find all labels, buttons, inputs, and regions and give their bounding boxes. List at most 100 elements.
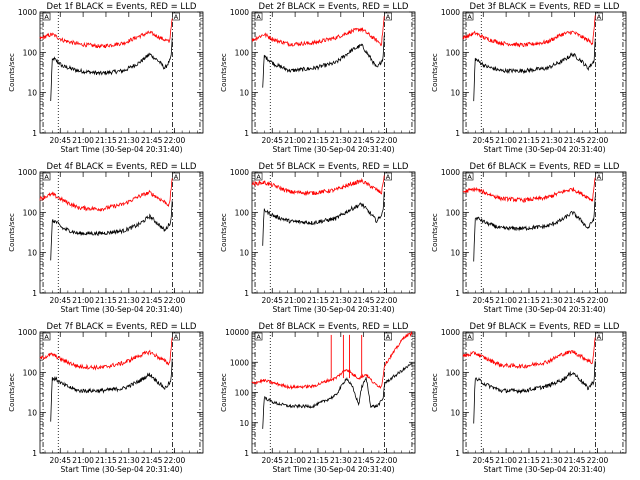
subplot-5: Det 5f BLACK = Events, RED = LLD 1 10 100 10… <box>220 162 416 314</box>
x-tick-label: 21:45 <box>141 136 163 145</box>
y-axis-label: Counts/sec <box>220 53 228 92</box>
series-black <box>262 191 385 246</box>
x-tick-label: 21:45 <box>141 296 163 305</box>
y-tick-label: 10 <box>450 249 460 258</box>
y-axis-label: Counts/sec <box>220 373 228 412</box>
x-tick-label: 21:30 <box>541 136 563 145</box>
x-axis-label: Start Time (30-Sep-04 20:31:40) <box>61 305 183 314</box>
x-tick-label: 21:00 <box>284 456 306 465</box>
flag-label: A <box>597 13 602 21</box>
x-tick-label: 21:15 <box>518 136 540 145</box>
y-tick-label: 100 <box>446 48 461 57</box>
y-tick-label: 100 <box>235 208 250 217</box>
y-tick-label: 1 <box>244 449 249 458</box>
y-tick-label: 100 <box>235 389 250 398</box>
x-tick-label: 21:30 <box>330 136 352 145</box>
flag-label: A <box>467 13 472 21</box>
subplot-title: Det 3f BLACK = Events, RED = LLD <box>470 2 620 12</box>
series-black <box>50 37 173 102</box>
x-tick-label: 20:45 <box>472 136 494 145</box>
flag-box <box>254 12 263 21</box>
plot-frame <box>39 331 204 454</box>
flag-box <box>465 332 474 341</box>
x-axis-label: Start Time (30-Sep-04 20:31:40) <box>484 305 606 314</box>
series-red <box>462 337 596 370</box>
subplot-title: Det 5f BLACK = Events, RED = LLD <box>259 162 409 172</box>
x-tick-label: 22:00 <box>587 136 609 145</box>
y-tick-label: 10 <box>27 249 37 258</box>
flag-label: A <box>44 173 49 181</box>
y-tick-label: 1000 <box>230 168 249 177</box>
flag-box <box>42 332 51 341</box>
y-tick-label: 100 <box>23 368 38 377</box>
y-tick-label: 1000 <box>18 168 37 177</box>
x-tick-label: 21:00 <box>72 456 94 465</box>
x-axis-label: Start Time (30-Sep-04 20:31:40) <box>61 465 183 474</box>
x-tick-label: 22:00 <box>376 136 398 145</box>
flag-box <box>595 172 603 181</box>
plot-frame <box>251 171 416 294</box>
flag-box <box>465 12 474 21</box>
plot-frame <box>462 171 627 294</box>
y-tick-label: 1 <box>32 449 37 458</box>
plot-frame <box>462 11 627 134</box>
flag-label: A <box>386 173 391 181</box>
x-tick-label: 21:00 <box>495 296 517 305</box>
flag-label: A <box>256 333 261 341</box>
subplot-title: Det 4f BLACK = Events, RED = LLD <box>47 162 197 172</box>
y-tick-label: 1000 <box>230 8 249 17</box>
series-red <box>251 16 385 48</box>
x-tick-label: 21:15 <box>518 296 540 305</box>
x-tick-label: 20:45 <box>49 296 71 305</box>
x-tick-label: 21:45 <box>564 296 586 305</box>
series-black <box>50 200 173 261</box>
flag-label: A <box>467 173 472 181</box>
y-tick-label: 1 <box>455 129 460 138</box>
x-tick-label: 22:00 <box>376 296 398 305</box>
flag-label: A <box>467 333 472 341</box>
x-tick-label: 21:15 <box>95 456 117 465</box>
y-tick-label: 10 <box>450 409 460 418</box>
y-tick-label: 10 <box>27 409 37 418</box>
y-tick-label: 1000 <box>441 168 460 177</box>
x-tick-label: 21:30 <box>118 456 140 465</box>
flag-box <box>384 172 392 181</box>
x-tick-label: 21:00 <box>495 456 517 465</box>
y-tick-label: 10 <box>239 89 249 98</box>
subplot-title: Det 2f BLACK = Events, RED = LLD <box>259 2 409 12</box>
subplot-title: Det 6f BLACK = Events, RED = LLD <box>470 162 620 172</box>
x-tick-label: 21:15 <box>95 296 117 305</box>
flag-label: A <box>256 13 261 21</box>
x-tick-label: 21:30 <box>118 136 140 145</box>
y-tick-label: 1000 <box>18 328 37 337</box>
y-tick-label: 1 <box>455 449 460 458</box>
flag-label: A <box>44 333 49 341</box>
x-axis-label: Start Time (30-Sep-04 20:31:40) <box>273 145 395 154</box>
subplot-3: Det 3f BLACK = Events, RED = LLD 1 10 100 10… <box>431 2 627 154</box>
x-tick-label: 20:45 <box>261 136 283 145</box>
y-tick-label: 10 <box>27 89 37 98</box>
flag-label: A <box>174 13 179 21</box>
series-black <box>473 360 596 424</box>
subplot-2: Det 2f BLACK = Events, RED = LLD 1 10 100 10… <box>220 2 416 154</box>
y-tick-label: 10000 <box>225 328 249 337</box>
x-tick-label: 21:45 <box>353 296 375 305</box>
flag-box <box>465 172 474 181</box>
subplot-title: Det 7f BLACK = Events, RED = LLD <box>47 322 197 332</box>
series-black <box>262 35 385 88</box>
x-tick-label: 20:45 <box>472 296 494 305</box>
flag-box <box>254 172 263 181</box>
y-axis-label: Counts/sec <box>8 213 16 252</box>
x-tick-label: 21:30 <box>118 296 140 305</box>
x-tick-label: 22:00 <box>164 296 186 305</box>
flag-label: A <box>597 333 602 341</box>
subplot-9: Det 9f BLACK = Events, RED = LLD 1 10 100 10… <box>431 322 627 474</box>
x-tick-label: 20:45 <box>49 456 71 465</box>
flag-box <box>172 332 180 341</box>
x-tick-label: 21:30 <box>541 456 563 465</box>
flag-box <box>42 12 51 21</box>
flag-label: A <box>597 173 602 181</box>
x-axis-label: Start Time (30-Sep-04 20:31:40) <box>273 305 395 314</box>
subplot-8: Det 8f BLACK = Events, RED = LLD 1 10 100 10… <box>220 322 416 474</box>
